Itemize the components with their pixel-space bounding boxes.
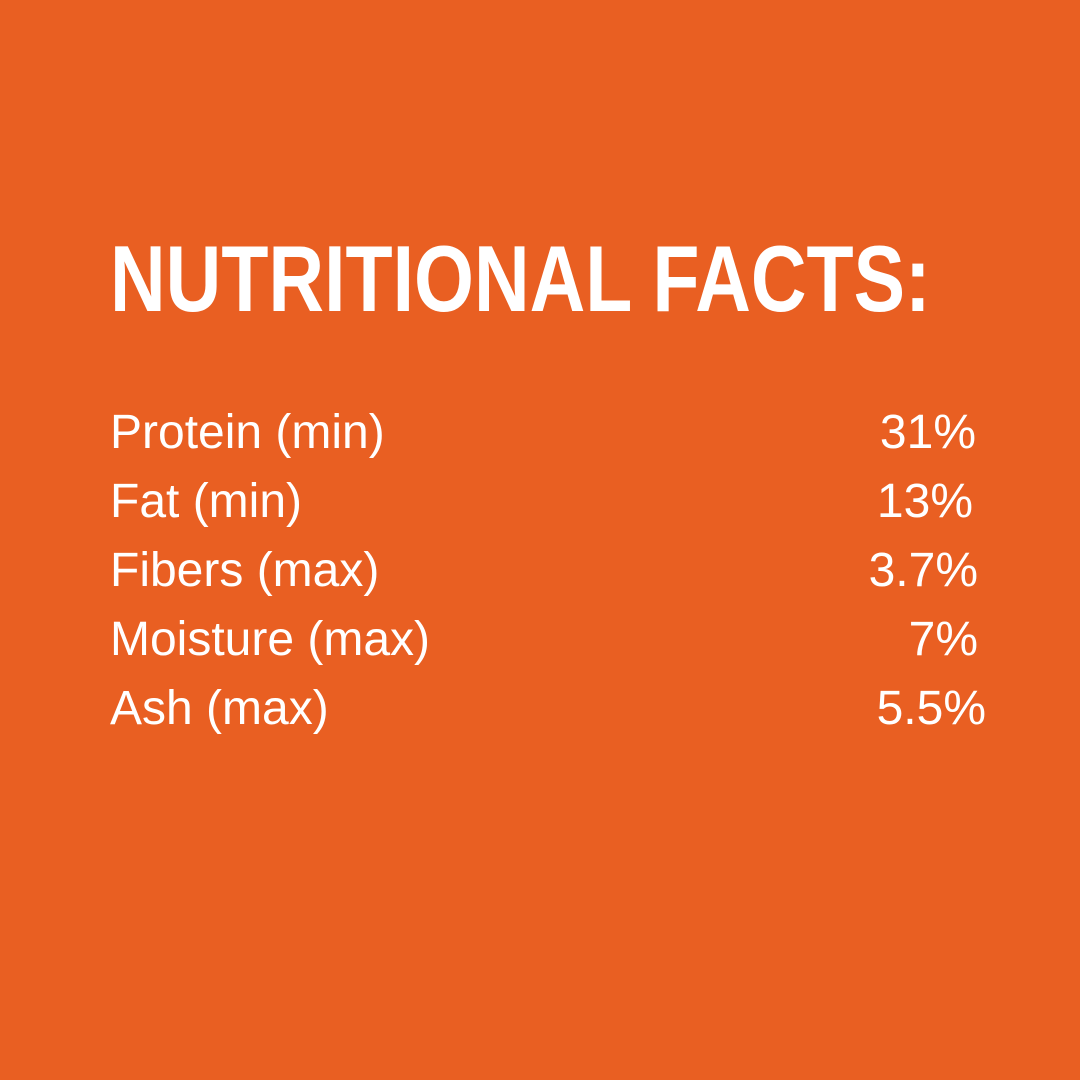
nutrition-row-protein: Protein (min) 31% <box>110 403 978 463</box>
nutrition-row-fibers: Fibers (max) 3.7% <box>110 541 978 601</box>
nutrition-row-fat: Fat (min) 13% <box>110 472 978 532</box>
row-label: Fibers (max) <box>110 544 380 597</box>
page-title: NUTRITIONAL FACTS: <box>110 226 931 331</box>
row-value: 13% <box>876 475 973 528</box>
nutrition-row-moisture: Moisture (max) 7% <box>110 610 978 670</box>
row-value: 7% <box>908 613 978 666</box>
row-label: Ash (max) <box>110 682 329 735</box>
row-value: 3.7% <box>868 544 978 597</box>
row-label: Fat (min) <box>110 475 302 528</box>
row-label: Moisture (max) <box>110 613 431 666</box>
row-label: Protein (min) <box>110 406 385 459</box>
row-value: 31% <box>879 406 976 459</box>
row-value: 5.5% <box>876 682 986 735</box>
nutrition-row-ash: Ash (max) 5.5% <box>110 679 986 739</box>
